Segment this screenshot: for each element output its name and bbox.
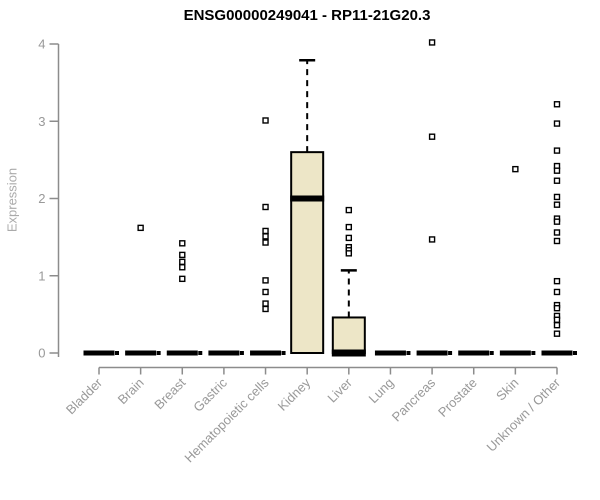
outlier-point [553,237,561,245]
category-label: Bladder [63,375,106,418]
category-label: Unknown / Other [484,375,564,455]
zero-point [448,351,453,355]
category-label: Gastric [190,375,230,415]
box-liver [331,316,366,354]
y-tick-label: 4 [38,37,45,52]
y-tick-label: 3 [38,114,45,129]
outlier-point [262,277,269,284]
zero-point [572,351,577,355]
outlier-point [553,193,561,201]
zero-point [156,351,161,355]
outlier-point [262,305,269,313]
zero-bar [208,350,240,356]
outlier-point [345,234,353,242]
zero-bar [166,350,198,356]
outlier-point [512,165,519,173]
outlier-point [553,304,561,312]
zero-point [531,351,536,355]
outlier-point [553,101,561,108]
outlier-point [179,264,186,271]
outlier-point [262,233,269,240]
y-tick-label: 2 [38,191,45,206]
outlier-point [553,147,561,154]
outlier-point [553,177,561,184]
zero-point [198,351,203,355]
outlier-point [262,227,269,235]
outlier-point [553,120,561,127]
category-label: Breast [151,375,188,412]
category-label: Lung [366,375,397,406]
category-label: Prostate [435,375,480,420]
outlier-point [345,223,353,231]
category-label: Brain [115,375,147,407]
outlier-point [553,201,561,208]
outlier-point [179,275,186,283]
outlier-point [179,258,186,266]
zero-bar [541,350,573,356]
outlier-point [179,251,186,259]
zero-bar [83,350,115,356]
outlier-point [262,117,269,124]
outlier-point [262,203,269,211]
zero-point [489,351,494,355]
zero-point [406,351,411,355]
zero-point [281,351,286,355]
y-tick-label: 1 [38,268,45,283]
outlier-point [553,229,561,236]
outlier-point [262,300,269,307]
zero-point [239,351,244,355]
outlier-point [262,288,269,296]
outlier-point [553,218,561,225]
zero-bar [499,350,531,356]
outlier-point [553,167,561,174]
outlier-point [428,236,436,243]
outlier-point [345,206,353,214]
category-label: Pancreas [389,375,439,425]
outlier-point [262,239,269,246]
y-tick-label: 0 [38,346,45,361]
outlier-point [553,316,561,323]
outlier-point [553,321,561,329]
chart-title: ENSG00000249041 - RP11-21G20.3 [183,7,431,24]
zero-bar [458,350,490,356]
zero-bar [250,350,282,356]
outlier-point [553,288,561,296]
outlier-point [553,330,561,337]
category-label: Skin [493,375,521,403]
outlier-point [553,277,561,285]
category-label: Kidney [275,375,314,414]
outlier-point [179,240,186,247]
median-line [290,195,325,202]
outlier-point [428,39,436,46]
median-line [331,349,366,357]
zero-bar [416,350,448,356]
zero-bar [374,350,406,356]
outlier-point [428,133,436,140]
category-label: Liver [324,375,355,406]
box-kidney [290,151,325,354]
outlier-point [137,224,144,232]
outlier-point [345,250,353,257]
zero-point [115,351,119,355]
zero-bar [125,350,157,356]
